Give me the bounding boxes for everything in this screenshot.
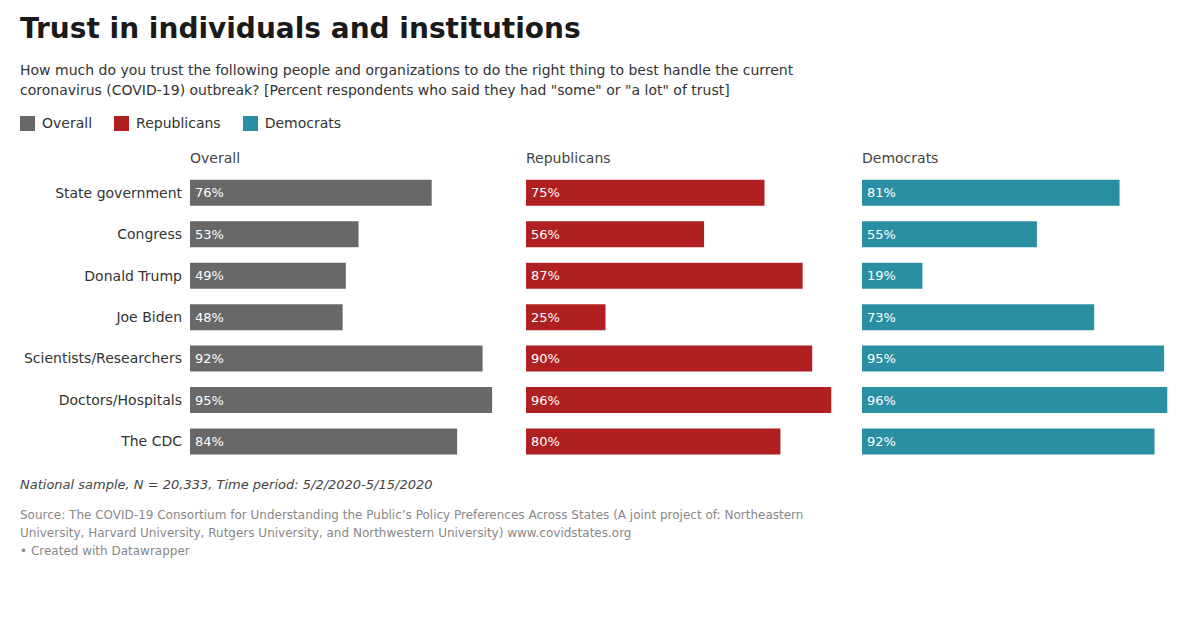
svg-text:95%: 95% xyxy=(867,351,896,366)
svg-text:19%: 19% xyxy=(867,268,896,283)
svg-text:84%: 84% xyxy=(195,434,224,449)
svg-text:Donald Trump: Donald Trump xyxy=(84,268,182,284)
html-text:Democrats: Democrats xyxy=(264,115,342,131)
html-text:Republicans: Republicans xyxy=(136,115,221,131)
svg-text:53%: 53% xyxy=(195,227,224,242)
svg-text:81%: 81% xyxy=(867,185,896,200)
html-text:Overall: Overall xyxy=(190,150,240,166)
html-text:Republicans: Republicans xyxy=(526,150,611,166)
svg-text:80%: 80% xyxy=(531,434,560,449)
svg-text:56%: 56% xyxy=(531,227,560,242)
svg-text:73%: 73% xyxy=(867,310,896,325)
svg-text:95%: 95% xyxy=(195,393,224,408)
html-text:Source: The COVID-19 Consortiu: Source: The COVID-19 Consortium for Unde… xyxy=(20,508,804,558)
svg-text:Joe Biden: Joe Biden xyxy=(115,309,182,325)
svg-text:92%: 92% xyxy=(867,434,896,449)
svg-text:87%: 87% xyxy=(531,268,560,283)
svg-text:25%: 25% xyxy=(531,310,560,325)
svg-text:The CDC: The CDC xyxy=(120,433,182,449)
svg-text:96%: 96% xyxy=(531,393,560,408)
svg-text:90%: 90% xyxy=(531,351,560,366)
html-text:Democrats: Democrats xyxy=(862,150,939,166)
svg-text:Doctors/Hospitals: Doctors/Hospitals xyxy=(59,392,182,408)
html-text:National sample, N = 20,333, T: National sample, N = 20,333, Time period… xyxy=(20,477,433,492)
html-text:How much do you trust the foll: How much do you trust the following peop… xyxy=(20,62,794,98)
svg-text:48%: 48% xyxy=(195,310,224,325)
html-text:Trust in individuals and insti: Trust in individuals and institutions xyxy=(20,12,581,45)
svg-text:49%: 49% xyxy=(195,268,224,283)
svg-text:92%: 92% xyxy=(195,351,224,366)
svg-text:76%: 76% xyxy=(195,185,224,200)
svg-text:Congress: Congress xyxy=(117,226,182,242)
svg-text:96%: 96% xyxy=(867,393,896,408)
svg-text:55%: 55% xyxy=(867,227,896,242)
svg-text:State government: State government xyxy=(55,185,182,201)
html-text:Overall: Overall xyxy=(42,115,92,131)
svg-text:75%: 75% xyxy=(531,185,560,200)
svg-text:Scientists/Researchers: Scientists/Researchers xyxy=(24,350,182,366)
